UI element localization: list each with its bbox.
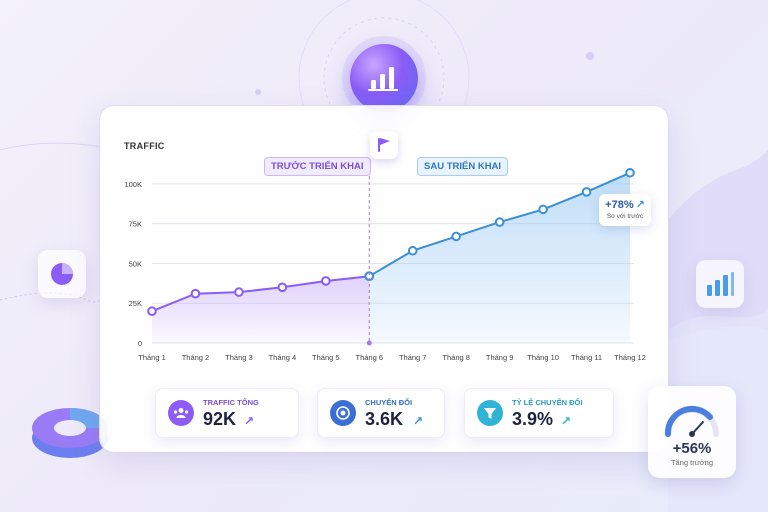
bar-chart-icon: [368, 67, 398, 91]
kpi-value: 3.9%: [512, 409, 554, 429]
pie-chart-icon: [51, 263, 73, 285]
growth-gauge: +56% Tăng trưởng: [648, 386, 736, 478]
kpi-card-traffic: TRAFFIC TỔNG 92K ↗: [155, 388, 299, 438]
x-tick-label: Tháng 10: [527, 353, 559, 362]
data-point: [190, 288, 201, 299]
gauge-sub: Tăng trưởng: [670, 458, 714, 467]
x-tick-label: Tháng 6: [356, 353, 384, 362]
y-tick-label: 50K: [129, 259, 142, 268]
growth-sub: So với trước: [606, 213, 644, 220]
data-point: [451, 231, 461, 242]
kpi-label: TRAFFIC TỔNG: [203, 398, 259, 407]
arrow-up-right-icon: ↗: [413, 414, 424, 428]
arrow-up-right-icon: ↗: [561, 414, 572, 428]
series-area: [152, 276, 370, 343]
data-point: [538, 204, 548, 215]
chart-title: TRAFFIC: [124, 141, 165, 151]
x-tick-label: Tháng 9: [486, 353, 514, 362]
data-point: [147, 306, 157, 316]
x-tick-label: Tháng 5: [312, 353, 340, 362]
growth-value: +78%: [605, 199, 634, 211]
data-point: [581, 187, 592, 197]
flag-icon: [378, 138, 390, 152]
milestone-flag-badge: [370, 131, 398, 159]
data-point: [234, 287, 244, 297]
gauge-arc: [664, 405, 719, 437]
data-point: [494, 217, 505, 227]
kpi-value: 92K: [203, 409, 237, 429]
kpi-value: 3.6K: [365, 409, 404, 429]
gauge-value: +56%: [672, 440, 712, 457]
y-tick-label: 100K: [124, 180, 142, 189]
series-area: [369, 172, 630, 343]
x-tick-label: Tháng 4: [269, 353, 297, 362]
x-tick-label: Tháng 7: [399, 353, 427, 362]
bar-chart-icon: [707, 272, 734, 296]
growth-callout: +78% ↗ So với trước: [599, 194, 651, 226]
users-icon: [168, 400, 194, 426]
x-tick-label: Tháng 8: [442, 353, 470, 362]
data-point: [277, 282, 288, 293]
kpi-card-conversions: CHUYỂN ĐỔI 3.6K ↗: [317, 388, 445, 438]
data-point: [407, 245, 418, 256]
kpi-card-conversion-rate: TỶ LỆ CHUYỂN ĐỔI 3.9% ↗: [464, 388, 614, 438]
x-tick-label: Tháng 12: [614, 353, 646, 362]
kpi-label: CHUYỂN ĐỔI: [365, 398, 413, 407]
y-tick-label: 75K: [129, 220, 142, 229]
kpi-label: TỶ LỆ CHUYỂN ĐỔI: [512, 398, 583, 407]
x-tick-label: Tháng 11: [571, 353, 602, 362]
before-deployment-label: TRƯỚC TRIỂN KHAI: [264, 157, 371, 176]
pie-chart-tile: [38, 250, 86, 298]
x-tick-label: Tháng 2: [182, 353, 210, 362]
y-tick-label: 0: [138, 339, 142, 348]
arrow-up-right-icon: ↗: [635, 199, 645, 211]
target-icon: [330, 400, 356, 426]
bar-chart-tile: [696, 260, 744, 308]
analytics-orb: [350, 44, 418, 112]
series-line: [151, 275, 370, 313]
after-deployment-label: SAU TRIỂN KHAI: [417, 157, 509, 176]
x-tick-label: Tháng 1: [138, 353, 166, 362]
y-tick-label: 25K: [129, 299, 142, 308]
data-point: [625, 167, 635, 178]
donut-3d-decoration: [32, 408, 108, 458]
data-point: [321, 276, 331, 286]
divider-point: [366, 340, 372, 346]
funnel-icon: [477, 400, 503, 426]
arrow-up-right-icon: ↗: [244, 414, 255, 428]
x-tick-label: Tháng 3: [225, 353, 253, 362]
